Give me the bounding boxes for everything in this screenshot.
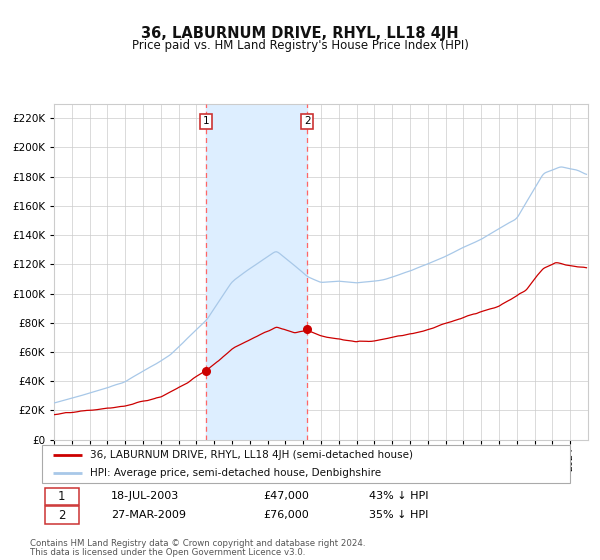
FancyBboxPatch shape [44,506,79,524]
Text: 36, LABURNUM DRIVE, RHYL, LL18 4JH: 36, LABURNUM DRIVE, RHYL, LL18 4JH [141,26,459,41]
FancyBboxPatch shape [42,445,570,483]
Text: 1: 1 [203,116,209,126]
Bar [206,104,307,440]
Text: £76,000: £76,000 [264,510,310,520]
Text: 1: 1 [58,490,65,503]
Text: 36, LABURNUM DRIVE, RHYL, LL18 4JH (semi-detached house): 36, LABURNUM DRIVE, RHYL, LL18 4JH (semi… [89,450,413,460]
FancyBboxPatch shape [44,488,79,505]
Text: Contains HM Land Registry data © Crown copyright and database right 2024.: Contains HM Land Registry data © Crown c… [30,539,365,548]
Text: 27-MAR-2009: 27-MAR-2009 [110,510,185,520]
Text: 18-JUL-2003: 18-JUL-2003 [110,491,179,501]
Text: 43% ↓ HPI: 43% ↓ HPI [370,491,429,501]
Text: 2: 2 [58,508,65,521]
Text: Price paid vs. HM Land Registry's House Price Index (HPI): Price paid vs. HM Land Registry's House … [131,39,469,53]
Text: HPI: Average price, semi-detached house, Denbighshire: HPI: Average price, semi-detached house,… [89,468,380,478]
Text: 2: 2 [304,116,311,126]
Text: This data is licensed under the Open Government Licence v3.0.: This data is licensed under the Open Gov… [30,548,305,557]
Text: £47,000: £47,000 [264,491,310,501]
Text: 35% ↓ HPI: 35% ↓ HPI [370,510,429,520]
